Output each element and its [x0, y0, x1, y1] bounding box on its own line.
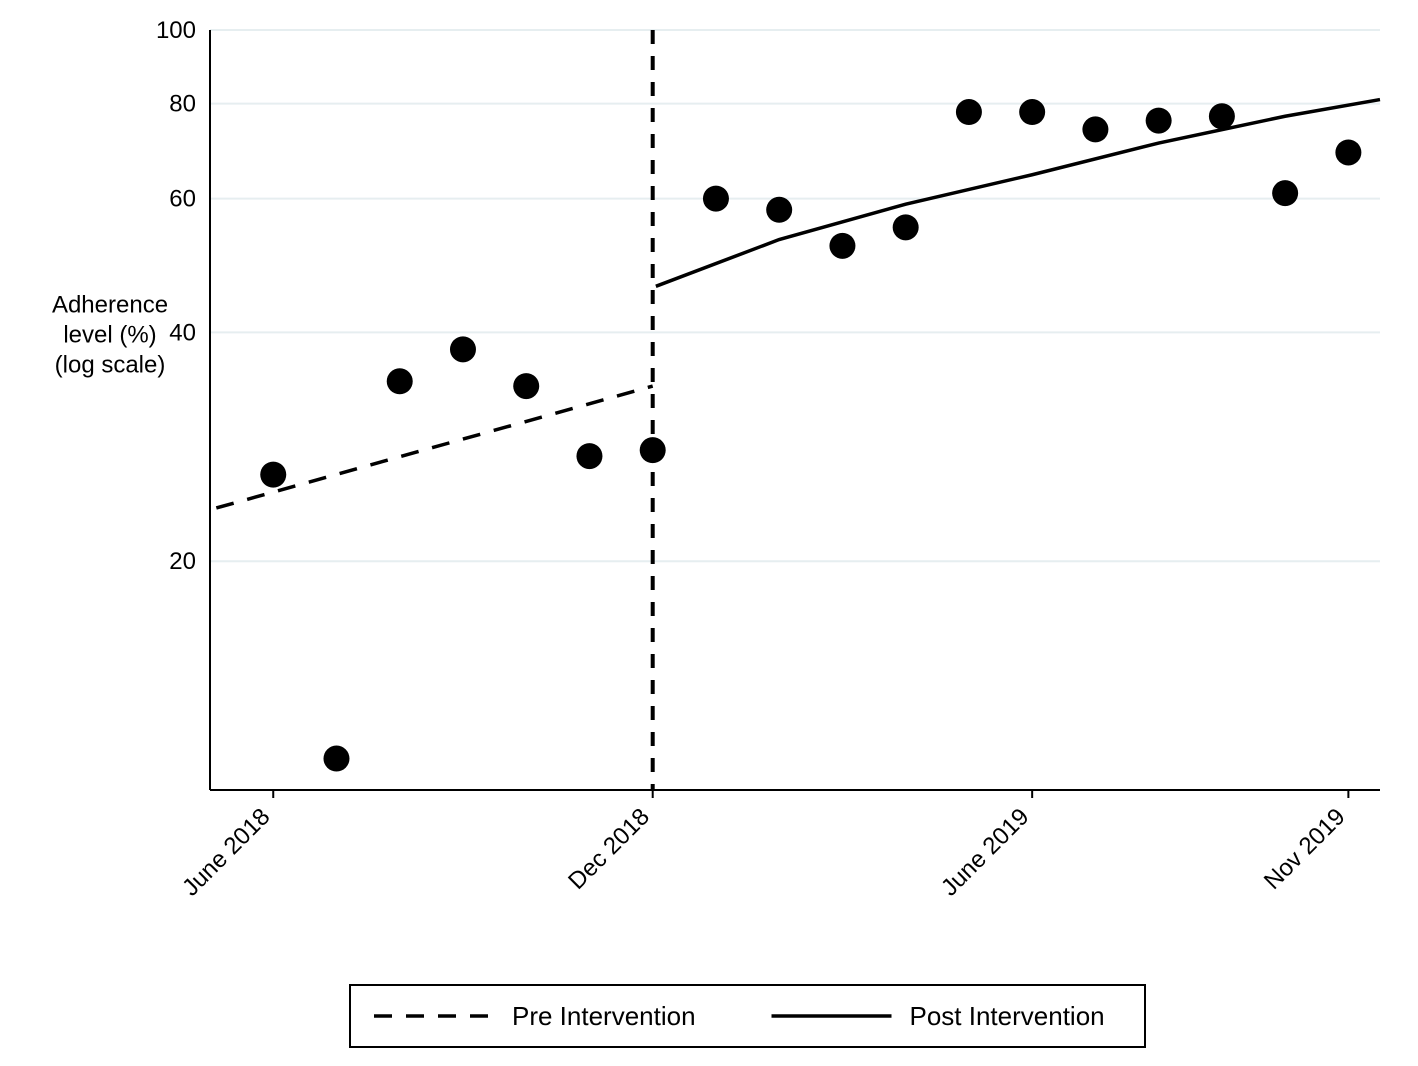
- y-axis-title-line: level (%): [63, 321, 156, 348]
- data-point: [1019, 99, 1045, 125]
- data-point: [576, 443, 602, 469]
- data-point: [829, 233, 855, 259]
- data-point: [513, 373, 539, 399]
- adherence-chart: 20 40 60 80 100 Adherence level (%) (log scale)…: [0, 0, 1418, 1066]
- data-point: [260, 462, 286, 488]
- data-point: [1082, 116, 1108, 142]
- data-point: [956, 99, 982, 125]
- data-point: [703, 186, 729, 212]
- legend-label: Pre Intervention: [512, 1001, 696, 1031]
- y-tick-label: 20: [169, 548, 196, 575]
- legend-label: Post Intervention: [910, 1001, 1105, 1031]
- data-point: [323, 746, 349, 772]
- y-axis-title: Adherence level (%) (log scale): [52, 291, 168, 378]
- y-tick-label: 60: [169, 186, 196, 213]
- data-point: [766, 197, 792, 223]
- y-tick-label: 40: [169, 319, 196, 346]
- data-point: [893, 214, 919, 240]
- data-point: [640, 437, 666, 463]
- y-tick-label: 80: [169, 91, 196, 118]
- y-axis-title-line: (log scale): [55, 351, 166, 378]
- data-point: [1335, 139, 1361, 165]
- data-point: [450, 336, 476, 362]
- y-axis-title-line: Adherence: [52, 291, 168, 318]
- data-point: [387, 368, 413, 394]
- data-point: [1146, 108, 1172, 134]
- chart-container: 20 40 60 80 100 Adherence level (%) (log scale)…: [0, 0, 1418, 1066]
- data-point: [1272, 180, 1298, 206]
- data-point: [1209, 103, 1235, 129]
- y-tick-label: 100: [156, 17, 196, 44]
